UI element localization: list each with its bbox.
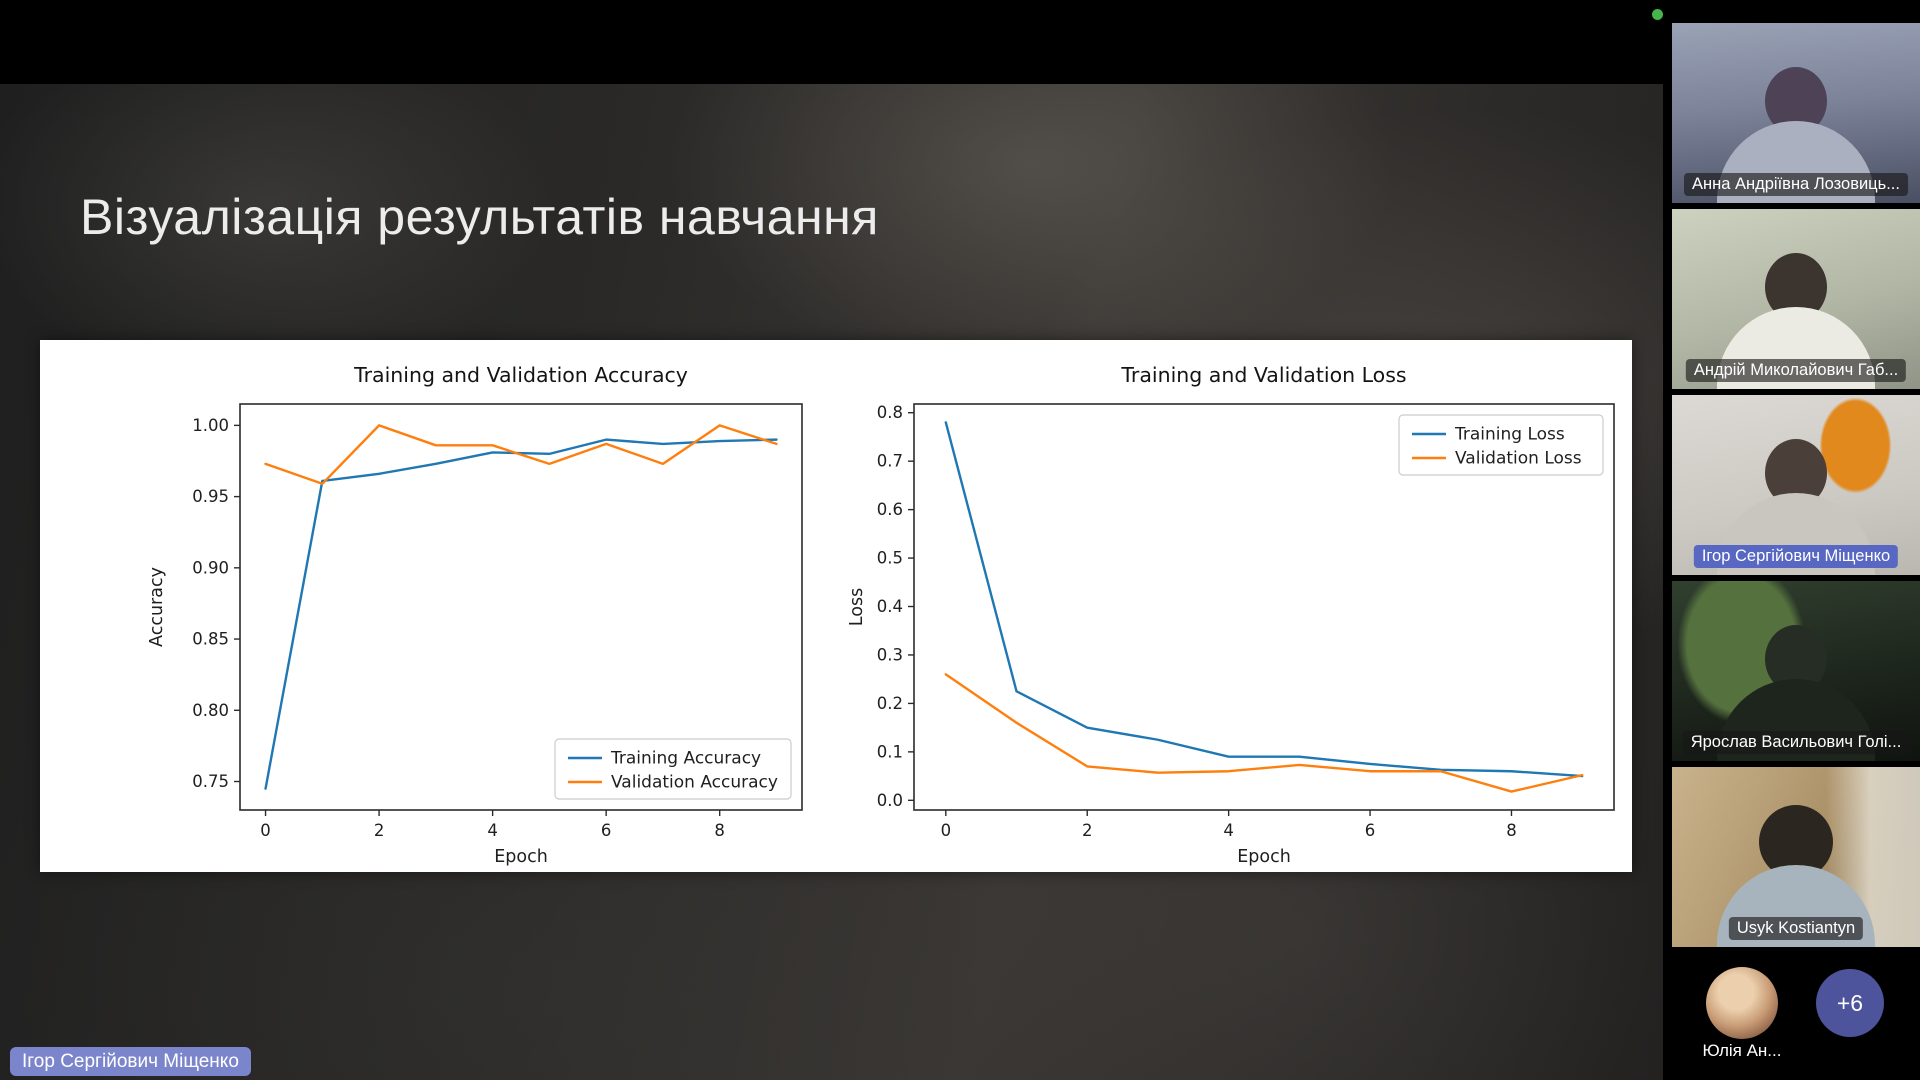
svg-text:Training Loss: Training Loss	[1454, 425, 1565, 445]
participant-name-label: Ярослав Васильович Голі...	[1682, 731, 1910, 754]
video-tile-participant-5[interactable]: Usyk Kostiantyn	[1672, 767, 1920, 947]
svg-text:0.85: 0.85	[192, 630, 229, 649]
svg-text:6: 6	[1365, 821, 1376, 840]
video-tile-participant-3[interactable]: Ігор Сергійович Міщенко	[1672, 395, 1920, 575]
svg-text:Accuracy: Accuracy	[147, 567, 167, 647]
screen-share-area: Візуалізація результатів навчання Traini…	[0, 84, 1663, 1080]
svg-text:0.4: 0.4	[877, 597, 903, 616]
svg-text:0.75: 0.75	[192, 772, 229, 791]
svg-text:0.5: 0.5	[877, 549, 903, 568]
svg-text:Validation Loss: Validation Loss	[1455, 449, 1582, 469]
svg-text:Epoch: Epoch	[1237, 847, 1291, 867]
presentation-slide: Візуалізація результатів навчання Traini…	[0, 84, 1663, 1080]
svg-text:Training Accuracy: Training Accuracy	[610, 749, 761, 769]
avatar	[1706, 967, 1778, 1039]
svg-text:0.3: 0.3	[877, 645, 903, 664]
svg-text:0.80: 0.80	[192, 701, 229, 720]
svg-text:0.8: 0.8	[877, 403, 903, 422]
svg-text:0.6: 0.6	[877, 500, 903, 519]
svg-text:0.7: 0.7	[877, 452, 903, 471]
video-tile-participant-4[interactable]: Ярослав Васильович Голі...	[1672, 581, 1920, 761]
svg-text:Loss: Loss	[847, 588, 867, 626]
video-tile-participant-2[interactable]: Андрій Миколайович Габ...	[1672, 209, 1920, 389]
status-dot-icon	[1652, 9, 1663, 20]
svg-text:0: 0	[941, 821, 952, 840]
presenter-name-label: Ігор Сергійович Міщенко	[10, 1047, 251, 1076]
participant-name-label: Юлія Ан...	[1702, 1041, 1782, 1060]
participant-name-label: Анна Андріївна Лозовиць...	[1684, 173, 1908, 196]
training-validation-loss-chart: Training and Validation Loss 0 2 4 6 8 0.0 0.1 0…	[836, 340, 1632, 872]
participants-sidebar: Анна Андріївна Лозовиць... Андрій Микола…	[1663, 0, 1920, 1080]
svg-text:0.95: 0.95	[192, 487, 229, 506]
overflow-participants-tile[interactable]: Юлія Ан... +6	[1672, 953, 1920, 1080]
svg-text:2: 2	[1082, 821, 1093, 840]
active-speaker-name-label: Ігор Сергійович Міщенко	[1693, 545, 1899, 568]
svg-text:6: 6	[601, 821, 612, 840]
charts-panel: Training and Validation Accuracy 0 2 4 6 8 0.7…	[40, 340, 1632, 872]
participant-name-label: Usyk Kostiantyn	[1728, 917, 1864, 940]
svg-text:8: 8	[714, 821, 725, 840]
svg-text:0.1: 0.1	[877, 742, 903, 761]
svg-text:Validation Accuracy: Validation Accuracy	[611, 773, 778, 793]
overflow-count-badge[interactable]: +6	[1816, 969, 1884, 1037]
svg-text:8: 8	[1506, 821, 1517, 840]
svg-text:Epoch: Epoch	[494, 847, 548, 867]
svg-text:0.90: 0.90	[192, 558, 229, 577]
svg-text:0.0: 0.0	[877, 791, 903, 810]
svg-text:Training and Validation Accura: Training and Validation Accuracy	[353, 363, 688, 387]
svg-text:2: 2	[374, 821, 385, 840]
video-tile-participant-1[interactable]: Анна Андріївна Лозовиць...	[1672, 23, 1920, 203]
svg-text:Training and Validation Loss: Training and Validation Loss	[1120, 363, 1406, 387]
svg-text:4: 4	[1223, 821, 1234, 840]
participant-name-label: Андрій Миколайович Габ...	[1685, 359, 1907, 382]
training-validation-accuracy-chart: Training and Validation Accuracy 0 2 4 6 8 0.7…	[40, 340, 836, 872]
svg-text:0: 0	[260, 821, 271, 840]
svg-text:1.00: 1.00	[192, 416, 229, 435]
slide-title: Візуалізація результатів навчання	[80, 189, 879, 245]
svg-text:4: 4	[487, 821, 498, 840]
svg-text:0.2: 0.2	[877, 694, 903, 713]
